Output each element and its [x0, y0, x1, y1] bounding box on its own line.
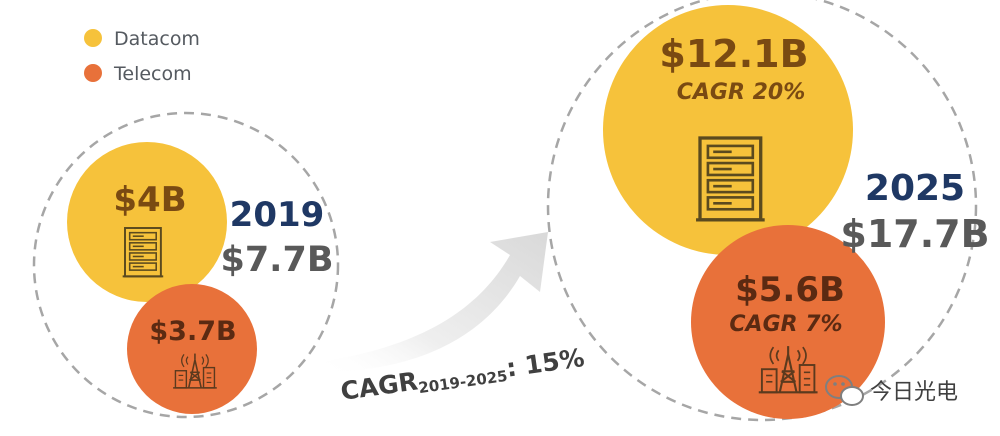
legend-datacom-label: Datacom [114, 28, 200, 50]
growth-cagr-main: CAGR [339, 366, 420, 405]
telecom-value-2025: $5.6B [735, 270, 845, 310]
bubble-telecom-2019 [127, 284, 257, 414]
wechat-icon [825, 375, 864, 406]
bubble-telecom-2025 [691, 225, 885, 419]
bubble-datacom-2025 [603, 5, 853, 255]
growth-cagr-value: : 15% [504, 343, 586, 383]
year-label-2019: 2019 [230, 195, 325, 235]
legend: Datacom Telecom [84, 28, 200, 85]
total-value-2025: $17.7B [840, 212, 989, 256]
legend-datacom-swatch [84, 29, 102, 47]
legend-telecom-swatch [84, 64, 102, 82]
telecom-value-2019: $3.7B [149, 316, 236, 347]
year-label-2025: 2025 [865, 168, 965, 209]
datacom-value-2025: $12.1B [659, 32, 808, 76]
total-value-2019: $7.7B [220, 240, 333, 280]
datacom-value-2019: $4B [113, 180, 186, 220]
bubble-datacom-2019 [67, 142, 227, 302]
group-2025: $12.1B CAGR 20% $5.6B CAGR 7% 2025 $17.7… [546, 0, 990, 422]
legend-telecom-label: Telecom [113, 63, 192, 85]
watermark: 今日光电 [825, 375, 958, 406]
dashed-boundary-2019 [32, 111, 340, 419]
group-2019: $4B $3.7B 2019 $7.7B [32, 111, 340, 419]
telecom-cagr-2025: CAGR 7% [729, 312, 842, 337]
watermark-text: 今日光电 [870, 380, 958, 405]
growth-arrow [320, 232, 548, 372]
datacom-cagr-2025: CAGR 20% [677, 80, 806, 105]
dashed-boundary-2025 [546, 0, 978, 422]
growth-cagr-sub: 2019-2025 [417, 367, 508, 397]
